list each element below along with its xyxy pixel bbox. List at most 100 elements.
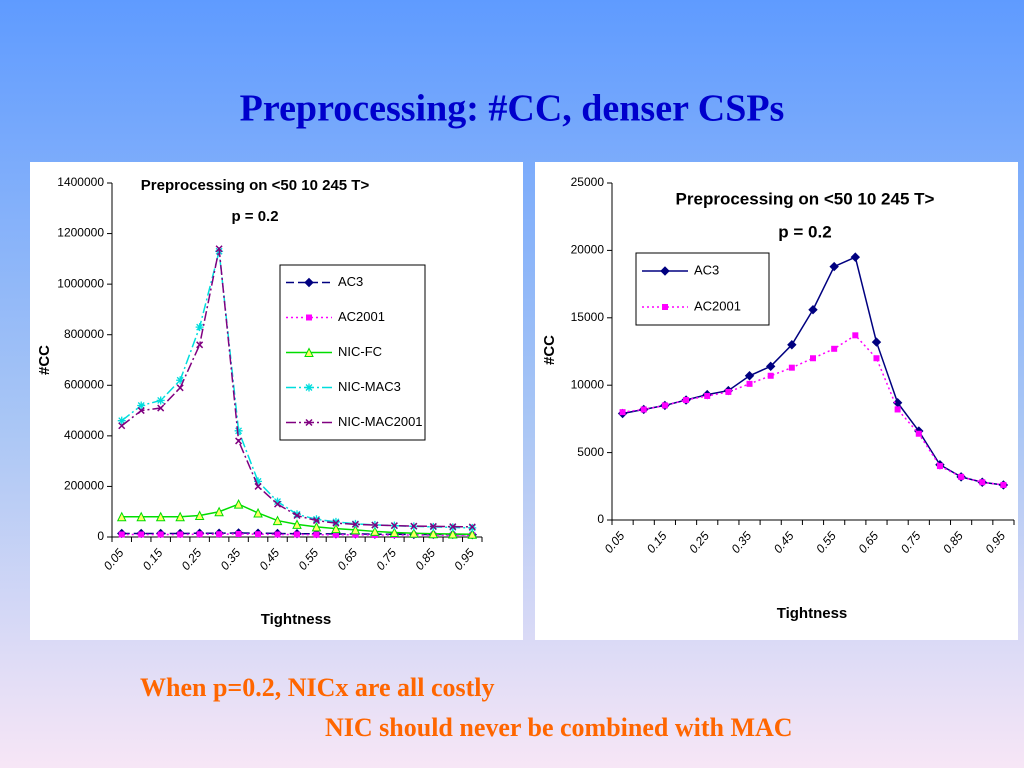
data-point bbox=[788, 364, 795, 371]
data-point bbox=[850, 252, 861, 262]
chart-subtitle: p = 0.2 bbox=[778, 222, 831, 241]
data-point bbox=[137, 401, 146, 410]
data-point bbox=[215, 245, 223, 253]
data-point bbox=[177, 531, 184, 538]
legend-marker bbox=[304, 347, 314, 357]
data-point bbox=[272, 515, 283, 526]
y-tick-label: 200000 bbox=[64, 479, 104, 493]
data-point bbox=[350, 524, 361, 535]
data-point bbox=[332, 531, 339, 538]
legend-marker bbox=[305, 383, 313, 392]
data-point bbox=[429, 522, 437, 530]
data-point bbox=[467, 529, 478, 539]
data-point bbox=[138, 531, 145, 538]
data-point bbox=[254, 477, 263, 486]
data-point bbox=[253, 507, 263, 518]
data-point bbox=[810, 355, 816, 362]
data-point bbox=[293, 511, 301, 520]
data-point bbox=[176, 376, 185, 385]
data-point bbox=[117, 416, 126, 425]
y-tick-label: 1400000 bbox=[57, 175, 104, 189]
data-point bbox=[234, 426, 243, 435]
data-point bbox=[808, 305, 818, 315]
y-tick-label: 400000 bbox=[64, 428, 104, 442]
data-point bbox=[293, 510, 301, 519]
y-tick-label: 1200000 bbox=[57, 226, 104, 240]
data-point bbox=[313, 531, 320, 538]
legend-label: NIC-MAC3 bbox=[338, 379, 401, 394]
chart-title: Preprocessing on <50 10 245 T> bbox=[676, 189, 935, 208]
data-point bbox=[787, 340, 797, 350]
y-tick-label: 0 bbox=[597, 512, 604, 526]
data-point bbox=[351, 520, 359, 528]
data-point bbox=[196, 531, 203, 538]
y-tick-label: 5000 bbox=[577, 445, 604, 459]
chart-title: Preprocessing on <50 10 245 T> bbox=[141, 177, 370, 194]
legend-label: AC3 bbox=[338, 274, 363, 289]
data-point bbox=[311, 521, 322, 532]
data-point bbox=[157, 404, 165, 412]
data-point bbox=[332, 519, 340, 527]
data-point bbox=[894, 406, 901, 413]
legend-label: NIC-FC bbox=[338, 344, 382, 359]
data-point bbox=[214, 506, 224, 517]
data-point bbox=[235, 437, 243, 445]
y-tick-label: 10000 bbox=[571, 377, 605, 391]
data-point bbox=[1000, 481, 1007, 488]
data-point bbox=[312, 517, 321, 525]
data-point bbox=[829, 261, 839, 272]
legend-marker bbox=[306, 314, 312, 321]
data-point bbox=[235, 530, 242, 537]
x-axis-label: Tightness bbox=[261, 611, 332, 628]
y-tick-label: 600000 bbox=[64, 377, 104, 391]
x-axis-label: Tightness bbox=[777, 605, 848, 622]
legend-box bbox=[635, 252, 770, 326]
y-tick-label: 20000 bbox=[571, 243, 605, 257]
data-point bbox=[292, 519, 302, 529]
data-point bbox=[196, 341, 204, 349]
data-point bbox=[331, 523, 341, 534]
data-point bbox=[137, 407, 145, 415]
data-point bbox=[176, 384, 184, 392]
data-point bbox=[371, 521, 379, 529]
legend-label: AC2001 bbox=[694, 298, 741, 313]
data-point bbox=[744, 371, 755, 381]
data-point bbox=[255, 531, 262, 538]
data-point bbox=[331, 517, 340, 526]
data-point bbox=[389, 527, 400, 537]
data-point bbox=[449, 523, 457, 531]
data-point bbox=[409, 528, 419, 538]
data-point bbox=[831, 345, 838, 352]
data-point bbox=[157, 531, 164, 538]
data-point bbox=[136, 511, 147, 522]
data-point bbox=[274, 531, 281, 538]
legend-marker bbox=[660, 266, 670, 276]
data-point bbox=[765, 361, 776, 372]
data-point bbox=[273, 500, 282, 508]
legend-label: NIC-MAC2001 bbox=[338, 414, 423, 429]
data-point bbox=[116, 511, 127, 522]
data-point bbox=[175, 511, 185, 522]
data-point bbox=[661, 402, 668, 409]
data-point bbox=[725, 388, 732, 395]
y-axis-label: #CC bbox=[36, 345, 53, 375]
data-point bbox=[216, 531, 223, 538]
data-point bbox=[873, 355, 880, 362]
y-tick-label: 1000000 bbox=[57, 276, 104, 290]
y-axis-label: #CC bbox=[541, 335, 558, 365]
data-point bbox=[155, 511, 166, 522]
data-point bbox=[979, 479, 986, 486]
data-point bbox=[352, 531, 359, 538]
y-tick-label: 0 bbox=[97, 529, 104, 543]
legend-label: AC2001 bbox=[338, 309, 385, 324]
data-point bbox=[871, 337, 882, 347]
data-point bbox=[936, 463, 943, 470]
data-point bbox=[294, 531, 300, 538]
data-point bbox=[312, 515, 321, 524]
data-point bbox=[619, 409, 626, 416]
legend-marker bbox=[305, 418, 313, 427]
chart-panel bbox=[535, 162, 1018, 640]
data-point bbox=[118, 422, 126, 430]
data-point bbox=[447, 528, 458, 539]
